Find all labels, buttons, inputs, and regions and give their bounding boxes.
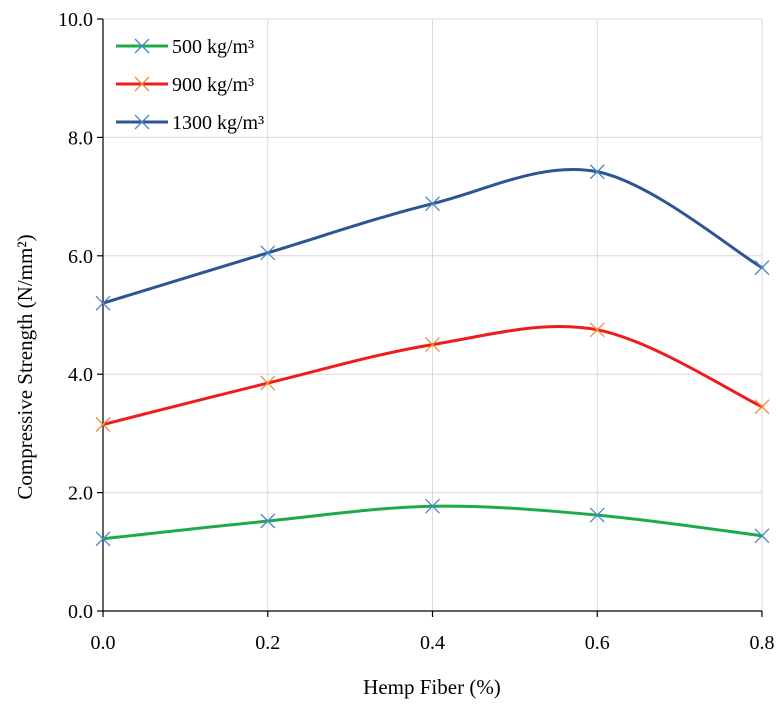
data-point: [425, 337, 440, 353]
marker-stroke: [260, 375, 276, 391]
y-axis-ticks: 0.0 2.0 4.0 6.0 8.0 10.0: [58, 9, 103, 623]
legend-item: 900 kg/m³: [116, 74, 254, 96]
data-point: [95, 295, 111, 311]
legend-label: 900 kg/m³: [172, 74, 254, 96]
data-point: [589, 322, 605, 338]
data-point: [754, 260, 770, 276]
data-point: [95, 417, 111, 432]
x-tick-label: 0.2: [255, 632, 280, 654]
x-tick-label: 0.6: [585, 632, 610, 654]
marker-stroke: [95, 417, 111, 432]
data-point: [425, 196, 440, 212]
marker-stroke: [754, 528, 770, 544]
legend-item: 1300 kg/m³: [116, 112, 264, 134]
legend-marker: [134, 76, 150, 92]
series-3: [95, 164, 770, 311]
data-point: [260, 245, 276, 261]
series-group: [95, 164, 770, 547]
y-tick-label: 10.0: [58, 9, 93, 31]
y-tick-label: 6.0: [68, 246, 93, 268]
x-tick-label: 0.8: [750, 632, 775, 654]
legend-marker: [134, 38, 150, 54]
marker-stroke: [425, 337, 440, 353]
data-point: [425, 498, 440, 514]
y-axis-label: Compressive Strength (N/mm²): [13, 234, 37, 499]
data-point: [754, 528, 770, 544]
x-tick-label: 0.4: [420, 632, 445, 654]
marker-stroke: [425, 196, 440, 212]
legend-label: 500 kg/m³: [172, 36, 254, 58]
legend-marker: [134, 114, 150, 130]
marker-stroke: [589, 507, 605, 523]
marker-stroke: [260, 513, 276, 529]
data-point: [589, 164, 605, 180]
marker-stroke: [260, 245, 276, 261]
marker-stroke: [589, 164, 605, 180]
legend: 500 kg/m³ 900 kg/m³ 1300 kg/m³: [116, 36, 264, 134]
y-tick-label: 4.0: [68, 364, 93, 386]
x-axis-ticks: 0.0 0.2 0.4 0.6 0.8: [91, 611, 775, 654]
data-point: [95, 531, 111, 547]
data-point: [754, 399, 770, 415]
marker-stroke: [754, 260, 770, 276]
legend-item: 500 kg/m³: [116, 36, 254, 58]
series-2: [95, 322, 770, 432]
marker-stroke: [134, 76, 150, 92]
y-tick-label: 8.0: [68, 127, 93, 149]
marker-stroke: [134, 114, 150, 130]
series-1: [95, 498, 770, 547]
data-point: [260, 513, 276, 529]
marker-stroke: [754, 399, 770, 415]
marker-stroke: [425, 498, 440, 514]
marker-stroke: [134, 38, 150, 54]
data-point: [589, 507, 605, 523]
marker-stroke: [95, 531, 111, 547]
x-tick-label: 0.0: [91, 632, 116, 654]
legend-label: 1300 kg/m³: [172, 112, 264, 134]
marker-stroke: [589, 322, 605, 338]
y-tick-label: 2.0: [68, 483, 93, 505]
y-tick-label: 0.0: [68, 601, 93, 623]
marker-stroke: [95, 295, 111, 311]
x-axis-label: Hemp Fiber (%): [363, 675, 501, 699]
data-point: [260, 375, 276, 391]
